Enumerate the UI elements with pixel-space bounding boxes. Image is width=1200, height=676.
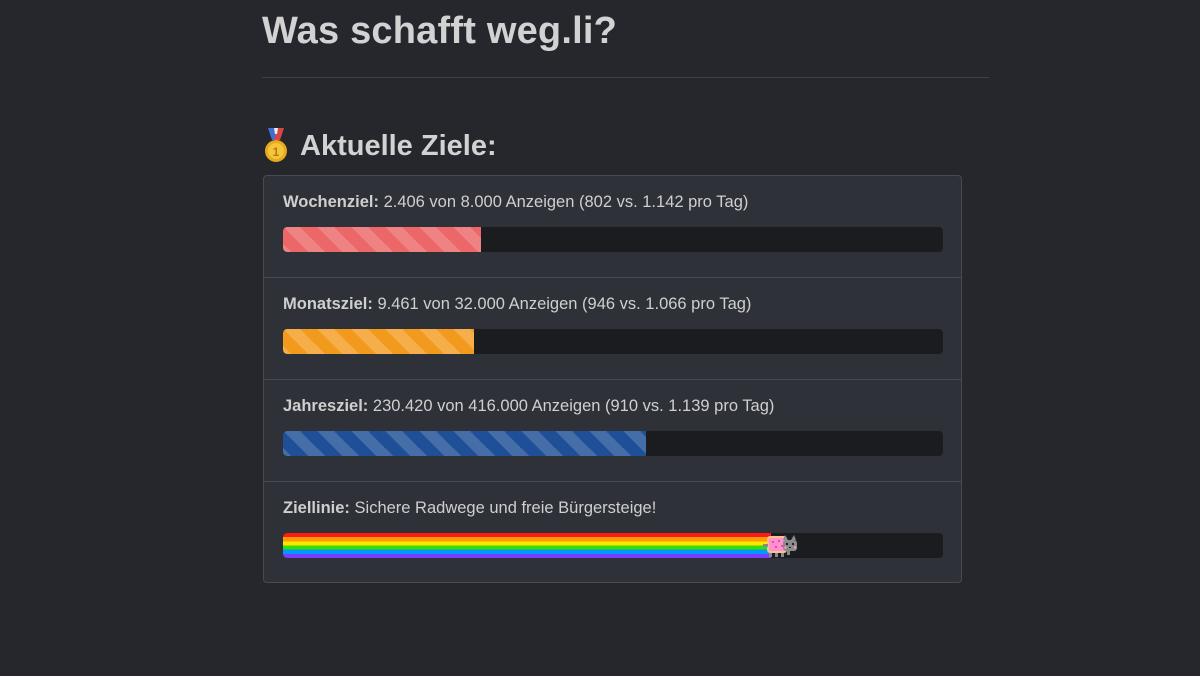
progress-bar bbox=[283, 329, 943, 354]
progress-fill bbox=[283, 227, 481, 252]
goal-description: 2.406 von 8.000 Anzeigen (802 vs. 1.142 … bbox=[383, 193, 749, 211]
goal-label: Ziellinie: bbox=[283, 499, 350, 517]
goals-card: Wochenziel: 2.406 von 8.000 Anzeigen (80… bbox=[263, 175, 962, 583]
nyan-cat-icon bbox=[763, 532, 799, 559]
goal-description: Sichere Radwege und freie Bürgersteige! bbox=[354, 499, 657, 517]
goal-description: 9.461 von 32.000 Anzeigen (946 vs. 1.066… bbox=[377, 295, 752, 313]
progress-bar bbox=[283, 431, 943, 456]
goals-heading-text: Aktuelle Ziele: bbox=[300, 129, 497, 162]
progress-fill-rainbow bbox=[283, 533, 772, 558]
goal-text: Jahresziel: 230.420 von 416.000 Anzeigen… bbox=[283, 397, 774, 416]
goal-row-year: Jahresziel: 230.420 von 416.000 Anzeigen… bbox=[264, 380, 961, 482]
page-title: Was schafft weg.li? bbox=[262, 10, 618, 52]
svg-text:1: 1 bbox=[273, 145, 280, 159]
goals-heading: 1 Aktuelle Ziele: bbox=[262, 128, 497, 164]
goal-text: Ziellinie: Sichere Radwege und freie Bür… bbox=[283, 499, 656, 518]
goal-label: Jahresziel: bbox=[283, 397, 369, 415]
goal-label: Monatsziel: bbox=[283, 295, 373, 313]
goal-text: Monatsziel: 9.461 von 32.000 Anzeigen (9… bbox=[283, 295, 751, 314]
goal-row-finish-line: Ziellinie: Sichere Radwege und freie Bür… bbox=[264, 482, 961, 582]
progress-bar bbox=[283, 227, 943, 252]
title-divider bbox=[262, 77, 989, 78]
goal-description: 230.420 von 416.000 Anzeigen (910 vs. 1.… bbox=[372, 397, 775, 415]
goal-label: Wochenziel: bbox=[283, 193, 379, 211]
progress-fill bbox=[283, 431, 646, 456]
medal-icon: 1 bbox=[262, 128, 290, 164]
progress-fill bbox=[283, 329, 475, 354]
goal-text: Wochenziel: 2.406 von 8.000 Anzeigen (80… bbox=[283, 193, 748, 212]
goal-row-week: Wochenziel: 2.406 von 8.000 Anzeigen (80… bbox=[264, 176, 961, 278]
goal-row-month: Monatsziel: 9.461 von 32.000 Anzeigen (9… bbox=[264, 278, 961, 380]
progress-bar bbox=[283, 533, 943, 558]
